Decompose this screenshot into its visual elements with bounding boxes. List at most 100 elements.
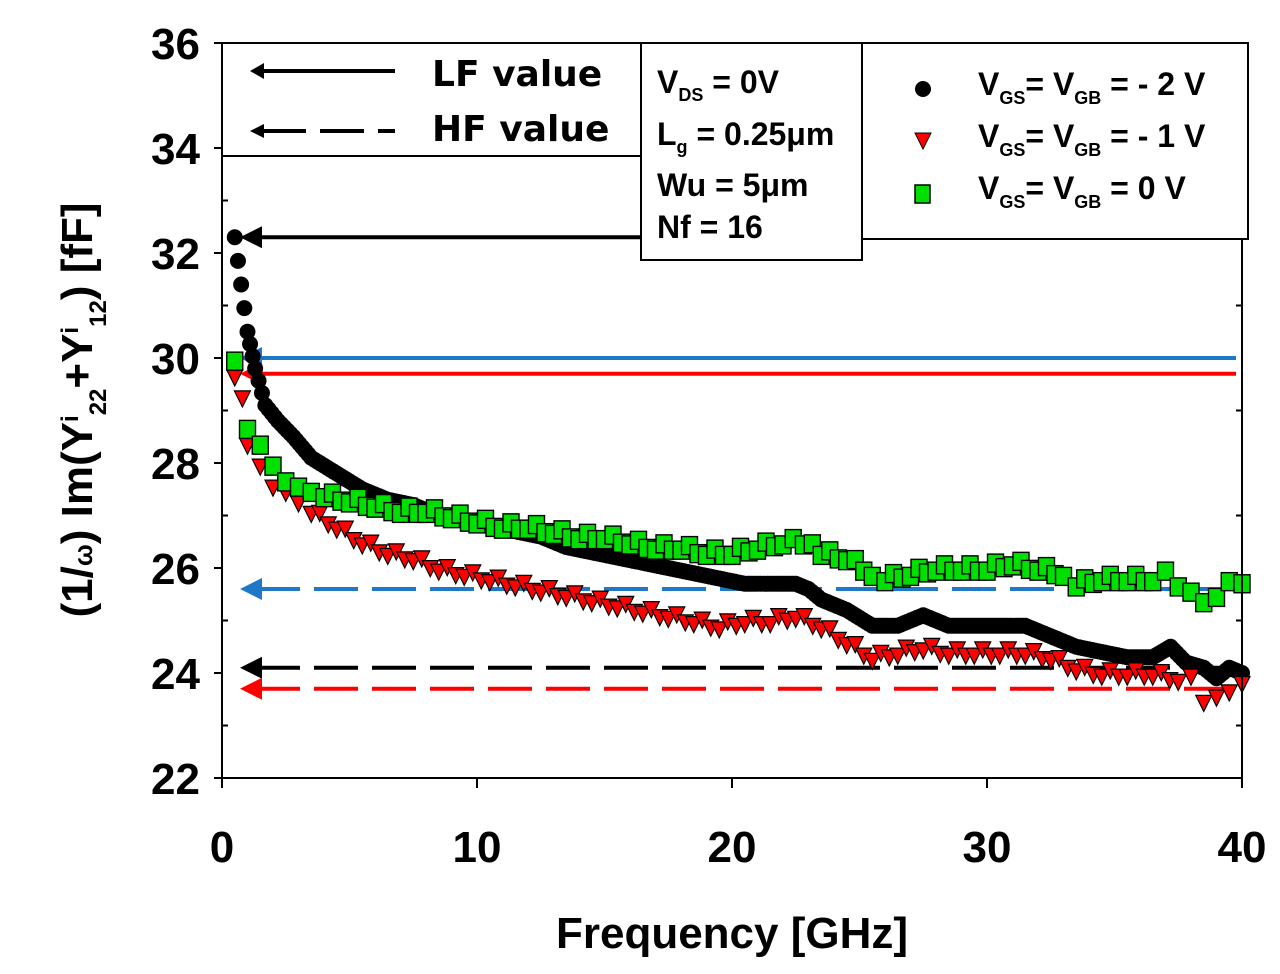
y-tick-label: 36	[151, 20, 200, 69]
data-point	[226, 229, 243, 246]
data-point	[226, 351, 244, 371]
data-point	[863, 652, 882, 671]
data-marks	[225, 229, 1251, 713]
data-point	[250, 372, 267, 389]
data-point	[1050, 649, 1069, 668]
data-point	[939, 647, 958, 666]
lf-legend-label: LF value	[432, 54, 602, 95]
data-point	[251, 435, 269, 455]
data-point	[264, 479, 282, 498]
data-point	[429, 563, 448, 582]
data-point	[659, 610, 678, 629]
device-parameters-frame	[640, 42, 863, 261]
data-point	[264, 456, 282, 476]
y-tick-label: 22	[151, 755, 200, 804]
data-point	[253, 385, 270, 401]
data-point	[990, 647, 1009, 666]
data-point	[608, 600, 627, 619]
data-point	[233, 390, 252, 409]
data-point	[735, 616, 754, 634]
data-point	[1207, 587, 1226, 608]
data-point	[233, 276, 250, 293]
data-point	[480, 574, 499, 592]
vds-annotation: VDS = 0V	[657, 64, 780, 105]
data-point	[795, 607, 814, 626]
data-point	[531, 584, 550, 603]
data-point	[1182, 668, 1200, 687]
lf-legend-arrowhead	[250, 63, 264, 79]
data-point	[1067, 663, 1086, 682]
data-point	[336, 520, 355, 539]
data-point	[242, 336, 259, 352]
x-tick-label: 20	[708, 823, 757, 872]
y-tick-label: 26	[151, 545, 200, 594]
hf-reference-arrowhead	[240, 578, 262, 600]
hf-legend-label: HF value	[432, 109, 609, 150]
data-point	[247, 360, 264, 377]
hf-reference-arrowhead	[240, 677, 262, 700]
line-style-legend: LF value HF value	[221, 42, 643, 157]
y-tick-label: 28	[151, 440, 200, 489]
data-point	[846, 635, 865, 654]
x-tick-label: 40	[1218, 823, 1267, 872]
hf-legend-arrowhead	[250, 124, 264, 138]
data-point	[378, 547, 397, 566]
series-3	[226, 351, 1251, 613]
series-legend-box	[821, 42, 1249, 240]
data-point	[239, 323, 256, 340]
data-point	[236, 300, 253, 317]
line-style-legend-box	[221, 42, 643, 157]
legend-marker-circle	[915, 81, 931, 97]
data-point	[455, 568, 474, 587]
data-point	[229, 252, 246, 269]
data-point	[582, 595, 601, 613]
legend-marker-square	[914, 184, 931, 204]
y-tick-label: 32	[151, 230, 200, 279]
data-point	[1194, 694, 1213, 713]
data-point	[1054, 566, 1073, 587]
data-point	[238, 419, 257, 440]
nf-annotation: Nf = 16	[657, 209, 763, 245]
x-tick-label: 0	[210, 823, 234, 872]
data-point	[412, 550, 431, 569]
x-axis-title: Frequency [GHz]	[556, 909, 908, 958]
data-point	[1156, 561, 1175, 581]
data-point	[1092, 668, 1111, 687]
y-tick-label: 30	[151, 335, 200, 384]
y-tick-label: 34	[151, 125, 200, 174]
hf-reference-arrowhead	[240, 656, 262, 679]
data-point	[684, 616, 703, 634]
data-point	[820, 620, 839, 639]
data-point	[710, 621, 729, 640]
series-legend: VGS= VGB = - 2 V VGS= VGB = - 1 V VGS= V…	[821, 42, 1249, 240]
legend-label-series-3: VGS= VGB = 0 V	[978, 170, 1186, 212]
data-point	[361, 534, 380, 553]
y-axis-title: (1/ω) Im(Yi22+Yi12) [fF]	[53, 202, 112, 617]
data-point	[1144, 571, 1162, 592]
data-point	[225, 369, 244, 388]
data-point	[1143, 668, 1162, 687]
data-point	[244, 348, 261, 365]
data-point	[1182, 582, 1200, 602]
lg-annotation: Lg = 0.25μm	[657, 116, 834, 157]
data-point	[1169, 673, 1188, 692]
device-parameters-box: VDS = 0V Lg = 0.25μm Wu = 5μm Nf = 16	[640, 42, 863, 261]
legend-marker-triangle	[914, 132, 932, 151]
data-point	[557, 589, 576, 608]
data-point	[914, 642, 933, 661]
data-point	[965, 647, 984, 666]
data-point	[761, 616, 780, 634]
data-point	[506, 579, 525, 598]
data-point	[1207, 689, 1226, 708]
series-2	[225, 369, 1251, 713]
data-point	[251, 458, 270, 477]
data-point	[1016, 647, 1035, 666]
data-point	[888, 647, 907, 666]
y-tick-label: 24	[151, 650, 200, 699]
legend-label-series-2: VGS= VGB = - 1 V	[978, 118, 1206, 160]
legend-label-series-1: VGS= VGB = - 2 V	[978, 66, 1206, 108]
x-tick-label: 10	[453, 823, 502, 872]
data-point	[1220, 684, 1239, 703]
x-tick-label: 30	[963, 823, 1012, 872]
